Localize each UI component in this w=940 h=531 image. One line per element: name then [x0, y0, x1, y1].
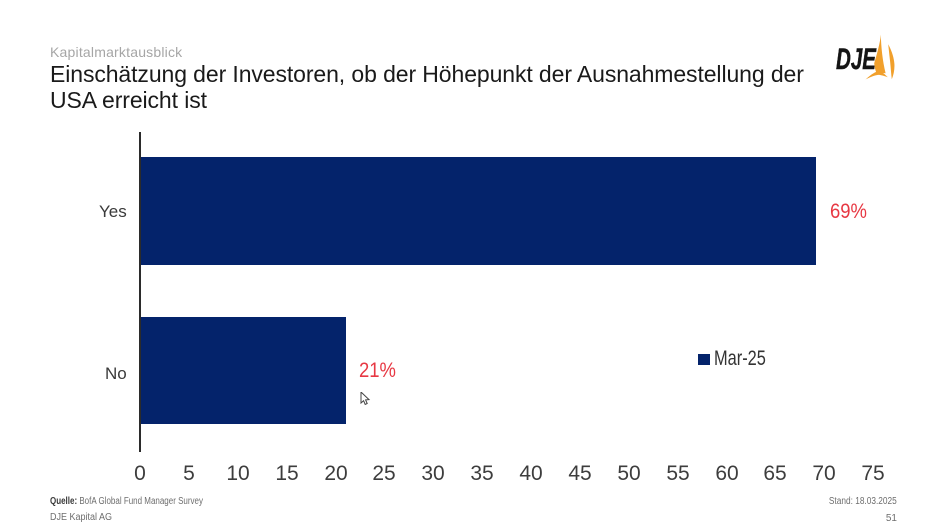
svg-text:DJE: DJE — [836, 43, 877, 76]
